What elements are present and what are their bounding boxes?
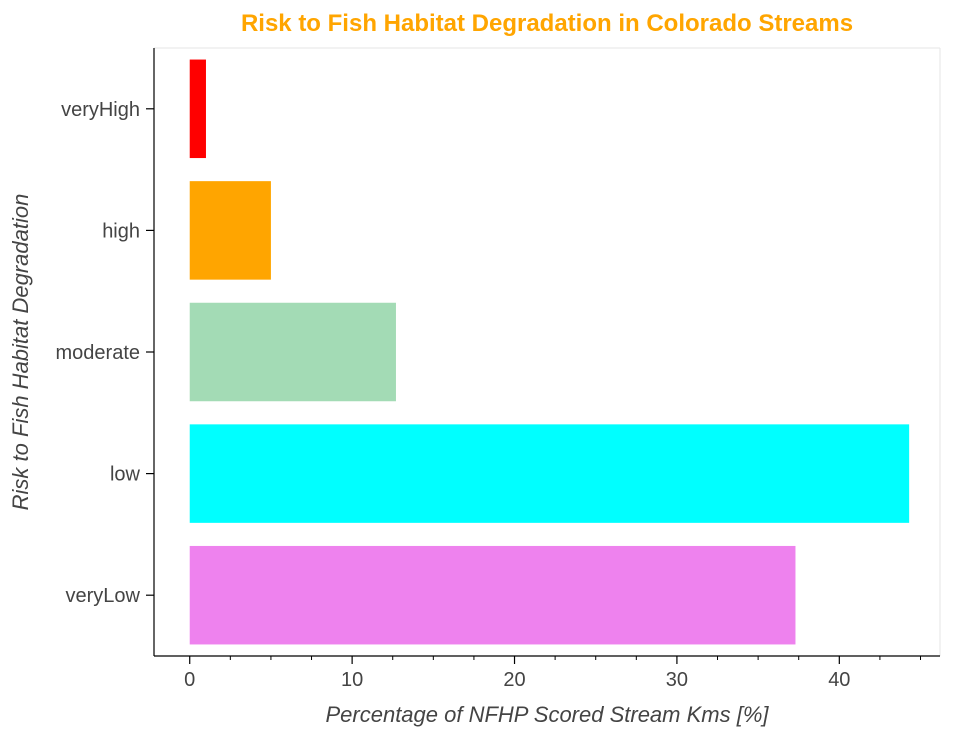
x-axis: 0 10 20 30 40 xyxy=(184,656,922,691)
x-tick-label-10: 10 xyxy=(341,669,363,691)
y-tick-label-high: high xyxy=(102,220,140,242)
bar-veryLow xyxy=(189,545,796,645)
chart-title: Risk to Fish Habitat Degradation in Colo… xyxy=(240,10,854,37)
x-tick-label-40: 40 xyxy=(828,669,850,691)
x-tick-label-20: 20 xyxy=(503,669,525,691)
bar-moderate xyxy=(189,302,396,402)
x-tick-label-30: 30 xyxy=(666,669,688,691)
y-tick-label-veryHigh: veryHigh xyxy=(61,99,140,121)
y-axis: veryHigh high moderate low veryLow xyxy=(56,99,154,607)
y-tick-label-low: low xyxy=(110,464,141,486)
x-axis-title: Percentage of NFHP Scored Stream Kms [%] xyxy=(325,702,769,727)
y-tick-label-veryLow: veryLow xyxy=(66,585,141,607)
x-tick-label-0: 0 xyxy=(184,669,195,691)
bar-high xyxy=(189,181,271,280)
bar-low xyxy=(189,424,910,523)
y-axis-title: Risk to Fish Habitat Degradation xyxy=(8,194,33,511)
y-tick-label-moderate: moderate xyxy=(56,342,141,364)
bar-veryHigh xyxy=(189,59,206,159)
bars-group xyxy=(189,59,910,645)
